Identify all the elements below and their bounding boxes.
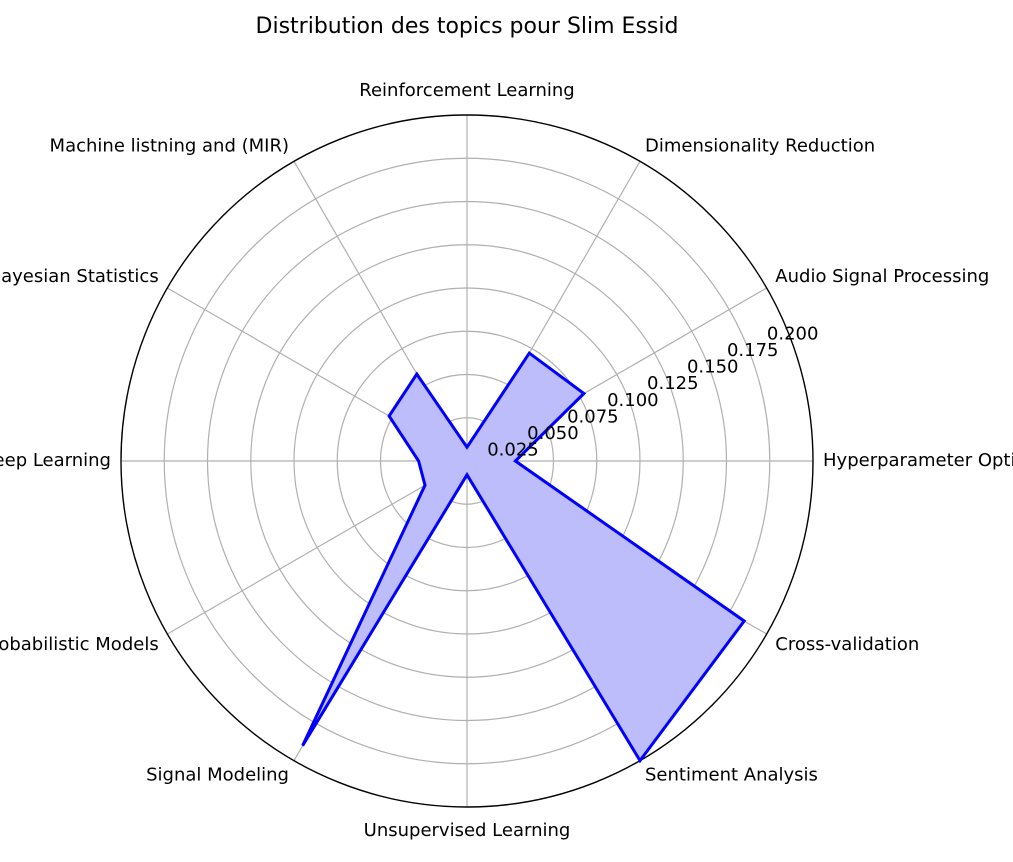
- category-label: Unsupervised Learning: [364, 820, 571, 841]
- category-label: Signal Modeling: [146, 764, 289, 785]
- r-tick-label: 0.200: [767, 324, 819, 345]
- r-tick-label: 0.175: [727, 340, 779, 361]
- category-label: Cross-validation: [775, 634, 919, 655]
- category-label: Machine listning and (MIR): [50, 136, 289, 157]
- r-tick-label: 0.025: [487, 439, 539, 460]
- category-label: Probabilistic Models: [0, 634, 159, 655]
- r-tick-label: 0.100: [607, 390, 659, 411]
- category-label: Deep Learning: [0, 450, 111, 471]
- polar-frame: [120, 114, 814, 808]
- chart-title: Distribution des topics pour Slim Essid: [256, 14, 679, 39]
- r-tick-label: 0.125: [647, 373, 699, 394]
- category-label: Bayesian Statistics: [0, 266, 159, 287]
- grid-spoke: [167, 460, 468, 635]
- category-label: Dimensionality Reduction: [645, 136, 875, 157]
- series-area: [301, 350, 747, 764]
- r-tick-label: 0.050: [527, 423, 579, 444]
- category-label: Audio Signal Processing: [775, 266, 989, 287]
- category-label: Hyperparameter Optimization: [823, 450, 1013, 471]
- r-tick-label: 0.075: [567, 406, 619, 427]
- r-tick-label: 0.150: [687, 357, 739, 378]
- data-layer: [301, 350, 747, 764]
- category-label: Reinforcement Learning: [359, 80, 574, 101]
- category-label: Sentiment Analysis: [645, 764, 818, 785]
- label-layer: 0.0250.0500.0750.1000.1250.1500.1750.200…: [0, 80, 1013, 841]
